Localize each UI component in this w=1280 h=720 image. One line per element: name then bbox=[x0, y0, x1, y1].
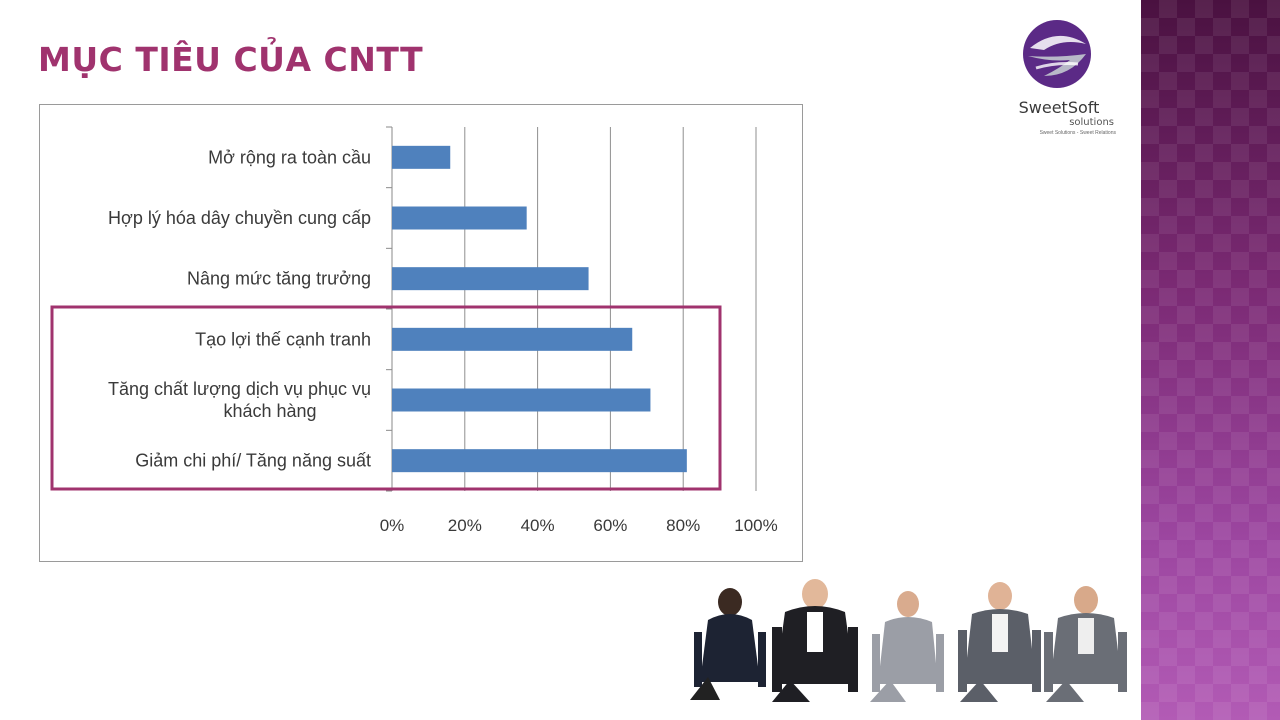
x-tick-label: 60% bbox=[593, 516, 627, 535]
bar bbox=[392, 388, 651, 412]
highlight-box bbox=[50, 305, 722, 491]
decorative-side-band bbox=[1141, 0, 1280, 720]
logo-sub: solutions bbox=[1069, 117, 1114, 128]
logo-tagline: Sweet Solutions - Sweet Relations bbox=[1039, 130, 1116, 136]
business-people-starting-line-image bbox=[690, 579, 1127, 702]
category-label: Tăng chất lượng dịch vụ phục vụ khách hàn… bbox=[108, 379, 371, 421]
category-label: Mở rộng ra toàn cầu bbox=[208, 147, 371, 167]
x-tick-label: 0% bbox=[380, 516, 405, 535]
logo-name: SweetSoft bbox=[1018, 98, 1100, 117]
goals-bar-chart: 0% 20% 40% 60% 80% 100% Mở rộng ra toàn cầu Hợp… bbox=[50, 126, 778, 535]
sweetsoft-logo-icon bbox=[1023, 20, 1091, 88]
bar bbox=[392, 449, 687, 473]
x-tick-label: 20% bbox=[448, 516, 482, 535]
bar bbox=[392, 267, 589, 291]
x-tick-label: 40% bbox=[521, 516, 555, 535]
bar bbox=[392, 145, 451, 169]
category-label: Hợp lý hóa dây chuyền cung cấp bbox=[108, 208, 371, 228]
x-tick-label: 80% bbox=[666, 516, 700, 535]
x-tick-label: 100% bbox=[734, 516, 777, 535]
category-label: Nâng mức tăng trưởng bbox=[187, 269, 371, 289]
bar bbox=[392, 327, 633, 351]
sweetsoft-logo: SweetSoft solutions Sweet Solutions - Sw… bbox=[1000, 18, 1118, 140]
category-label: Tạo lợi thế cạnh tranh bbox=[195, 329, 371, 349]
slide-title: MỤC TIÊU CỦA CNTT bbox=[38, 40, 424, 79]
category-label: Giảm chi phí/ Tăng năng suất bbox=[135, 451, 371, 471]
chart-frame: 0% 20% 40% 60% 80% 100% Mở rộng ra toàn cầu Hợp… bbox=[39, 104, 803, 562]
bar bbox=[392, 206, 527, 230]
